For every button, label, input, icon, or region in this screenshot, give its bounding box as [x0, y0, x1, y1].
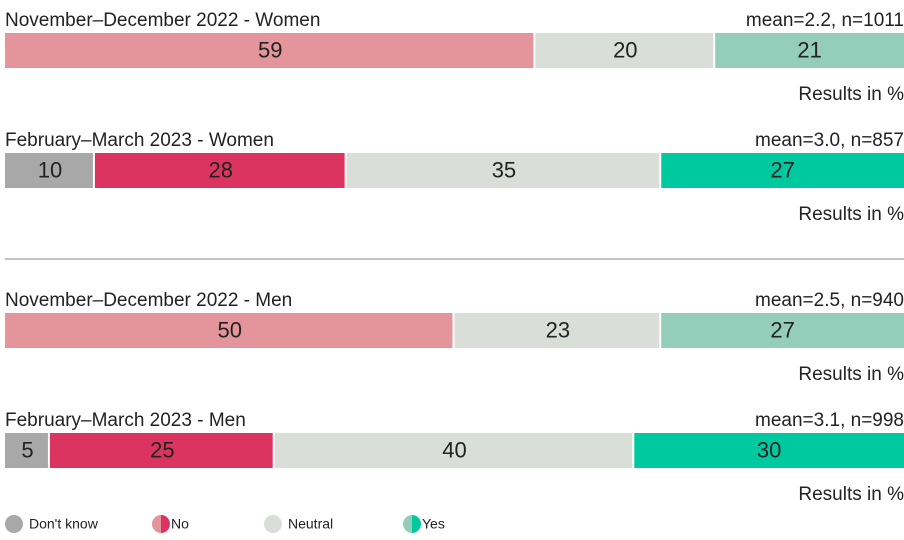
- chart-subtitle: mean=2.5, n=940: [755, 290, 904, 311]
- bar-label: 20: [613, 37, 637, 62]
- legend-swatch: [5, 515, 23, 533]
- bar-segment: [5, 433, 48, 468]
- bar-label: 5: [21, 437, 33, 462]
- legend-label: Don't know: [29, 516, 99, 532]
- bar-segment: [94, 153, 345, 188]
- legend-label: No: [171, 516, 189, 532]
- legend-swatch: [152, 515, 161, 533]
- legend-swatch: [161, 515, 170, 533]
- chart-title: February–March 2023 - Women: [5, 130, 274, 151]
- bar-label: 25: [150, 437, 174, 462]
- bar-segment: [274, 433, 633, 468]
- note: Results in %: [798, 364, 904, 385]
- chart-title: February–March 2023 - Men: [5, 410, 246, 431]
- bar-label: 23: [546, 317, 570, 342]
- note: Results in %: [798, 204, 904, 225]
- bar-segment: [346, 153, 660, 188]
- bar-label: 28: [209, 157, 233, 182]
- chart-title: November–December 2022 - Women: [5, 10, 320, 31]
- bar-segment: [49, 433, 273, 468]
- bar-label: 10: [38, 157, 62, 182]
- legend-label: Neutral: [288, 516, 333, 532]
- bar-label: 59: [258, 37, 282, 62]
- bar-label: 40: [442, 437, 466, 462]
- bar-label: 27: [770, 317, 794, 342]
- legend-swatch: [403, 515, 412, 533]
- bar-segment: [5, 153, 93, 188]
- bar-segment: [661, 153, 904, 188]
- legend-swatch: [412, 515, 421, 533]
- bar-segment: [5, 313, 453, 348]
- bar-segment: [5, 33, 534, 68]
- note: Results in %: [798, 84, 904, 105]
- chart-subtitle: mean=2.2, n=1011: [746, 10, 904, 31]
- bar-label: 30: [757, 437, 781, 462]
- note: Results in %: [798, 484, 904, 505]
- bar-segment: [454, 313, 660, 348]
- bar-label: 27: [770, 157, 794, 182]
- legend-swatch: [264, 515, 282, 533]
- bar-segment: [661, 313, 904, 348]
- chart-subtitle: mean=3.0, n=857: [755, 130, 904, 151]
- bar-label: 50: [218, 317, 242, 342]
- legend-label: Yes: [422, 516, 445, 532]
- bar-segment: [535, 33, 714, 68]
- bar-label: 35: [492, 157, 516, 182]
- bar-segment: [715, 33, 904, 68]
- bar-segment: [634, 433, 904, 468]
- chart-title: November–December 2022 - Men: [5, 290, 292, 311]
- bar-label: 21: [797, 37, 821, 62]
- chart-subtitle: mean=3.1, n=998: [755, 410, 904, 431]
